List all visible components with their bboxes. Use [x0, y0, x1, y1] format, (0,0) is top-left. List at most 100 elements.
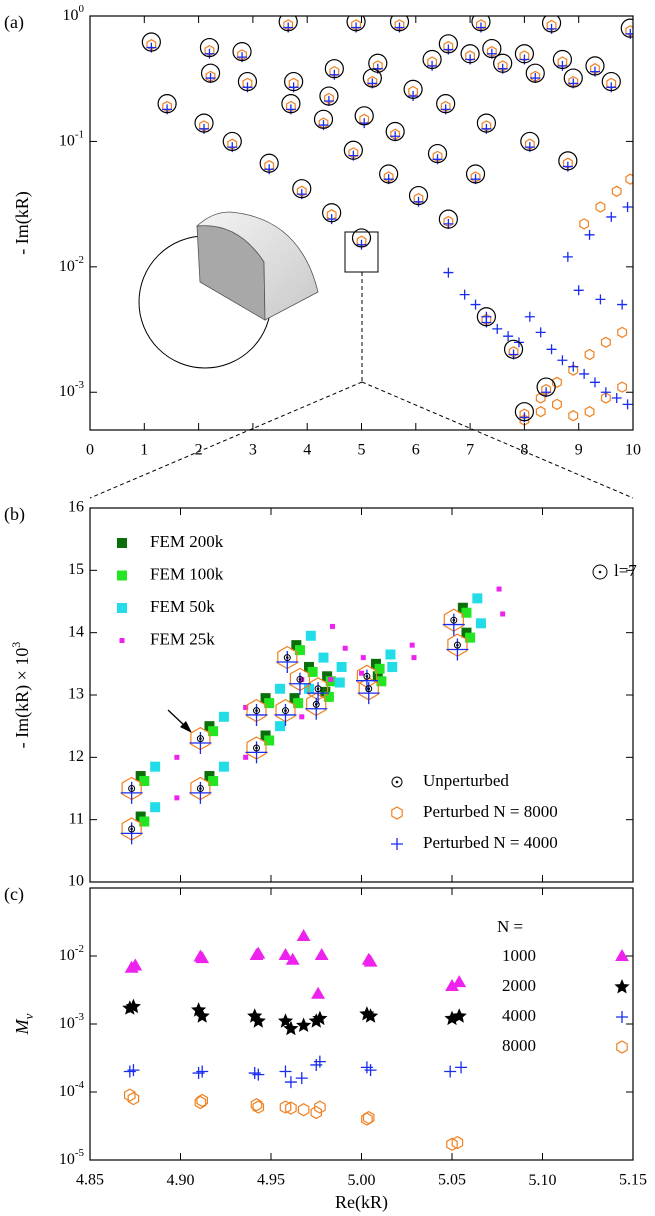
tick-label: 5.05 — [438, 1172, 466, 1189]
y-axis-label-sup: 3 — [9, 642, 23, 648]
marker-plus — [606, 211, 617, 222]
marker-plus — [589, 377, 600, 388]
tick-label: 9 — [575, 442, 583, 459]
marker-plus — [443, 218, 454, 229]
marker-circle-dot — [363, 672, 371, 680]
marker-plus — [524, 311, 535, 322]
marker-circle — [389, 16, 410, 32]
y-axis-label-sub: ν — [21, 1013, 36, 1019]
tick-label-exponent: 0 — [79, 3, 85, 15]
tick-label-base: 5.10 — [529, 1172, 557, 1189]
marker-circle — [601, 71, 621, 92]
tick-label-base: 10 — [59, 1151, 75, 1168]
marker-plus — [470, 299, 481, 310]
y-axis-label: - Im(kR) — [12, 191, 33, 254]
marker-circle — [514, 402, 535, 422]
marker-square — [294, 645, 305, 656]
marker-circle — [503, 339, 524, 359]
plot-area — [141, 16, 633, 426]
marker-hexagon — [584, 406, 595, 418]
marker-square — [264, 698, 275, 709]
marker-circle — [346, 16, 366, 32]
marker-circle-dot — [453, 641, 461, 649]
marker-plus — [557, 60, 568, 71]
marker-circle — [620, 18, 633, 38]
tick-label: 10-3 — [59, 379, 85, 400]
marker-hexagon — [297, 1103, 310, 1117]
marker-plus — [459, 289, 470, 300]
legend-label: 8000 — [502, 1036, 536, 1055]
tick-label-base: 10 — [59, 1083, 75, 1100]
marker-plus — [557, 355, 568, 366]
marker-plus — [568, 361, 579, 372]
marker-square — [336, 661, 347, 672]
legend-label: FEM 100k — [150, 564, 224, 583]
marker-circle — [438, 34, 458, 54]
marker-circle — [232, 42, 252, 62]
tick-label: 5 — [358, 442, 366, 459]
marker-circle — [465, 164, 486, 184]
marker-circle — [313, 109, 334, 129]
marker-hexagon — [600, 392, 611, 404]
marker-circle — [292, 179, 312, 199]
tick-label: 16 — [68, 499, 84, 516]
tick-label: 8 — [520, 442, 528, 459]
marker-hexagon — [446, 1137, 458, 1151]
marker-star — [194, 1008, 210, 1023]
y-axis-label-main: - Im(kR) × 10 — [12, 648, 33, 749]
marker-circle — [324, 59, 344, 79]
legend-marker — [615, 949, 629, 961]
marker-circle — [222, 131, 242, 152]
marker-square — [328, 676, 334, 682]
marker-star — [362, 1008, 379, 1023]
marker-circle — [460, 44, 480, 64]
arrow-head — [180, 721, 192, 733]
marker-circle — [514, 44, 535, 64]
marker-plus — [279, 1065, 292, 1078]
plot-area — [122, 929, 468, 1151]
marker-hexagon — [625, 173, 633, 185]
marker-circle-dot — [128, 785, 136, 792]
legend-label: Perturbed N = 4000 — [423, 833, 558, 852]
legend-marker — [117, 538, 127, 548]
marker-circle — [525, 63, 545, 83]
tick-label-exponent: -2 — [75, 943, 84, 955]
y-axis-label: Mν — [12, 1013, 36, 1035]
tick-label: 11 — [69, 810, 84, 827]
tick-label-exponent: -3 — [75, 1011, 85, 1023]
legend-label: 4000 — [502, 1006, 536, 1025]
marker-hexagon — [362, 1110, 375, 1125]
marker-square — [150, 802, 161, 813]
legend-marker — [119, 638, 125, 643]
tick-label: 10-3 — [59, 1011, 85, 1032]
tick-label-base: 10 — [59, 132, 75, 149]
tick-label-base: 4.90 — [167, 1172, 195, 1189]
marker-square — [174, 754, 180, 760]
marker-circle-dot — [253, 707, 261, 715]
marker-hexagon — [285, 1101, 297, 1115]
marker-hexagon — [279, 1100, 292, 1114]
marker-circle — [563, 68, 583, 88]
tick-label: 5.15 — [619, 1172, 647, 1189]
marker-triangle — [311, 986, 325, 999]
legend-title: N = — [497, 917, 523, 936]
legend-label: FEM 50k — [150, 597, 215, 616]
tick-label-exponent: -3 — [75, 379, 85, 391]
marker-hexagon — [568, 364, 579, 376]
legend-marker — [616, 1011, 628, 1023]
marker-star — [312, 1010, 328, 1026]
marker-circle — [368, 53, 388, 73]
marker-plus — [622, 399, 633, 410]
marker-triangle — [296, 929, 311, 941]
marker-hexagon — [617, 326, 628, 339]
arrow — [167, 709, 192, 733]
marker-circle — [436, 94, 456, 114]
marker-plus — [356, 239, 367, 250]
legend-label: FEM 200k — [150, 532, 224, 551]
tick-label-base: 10 — [59, 947, 75, 964]
marker-square — [318, 652, 329, 663]
marker-hexagon — [611, 185, 622, 197]
marker-circle — [319, 86, 339, 106]
tick-label: 10-5 — [59, 1147, 85, 1168]
